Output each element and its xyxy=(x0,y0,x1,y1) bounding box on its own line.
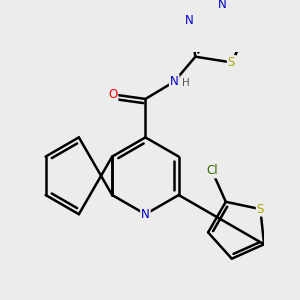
Text: S: S xyxy=(228,56,235,69)
Text: S: S xyxy=(257,202,264,216)
Text: N: N xyxy=(141,208,150,221)
Text: O: O xyxy=(108,88,117,101)
Text: H: H xyxy=(182,78,190,88)
Text: Cl: Cl xyxy=(206,164,218,177)
Text: N: N xyxy=(185,14,194,27)
Text: N: N xyxy=(218,0,226,11)
Text: N: N xyxy=(170,75,178,88)
